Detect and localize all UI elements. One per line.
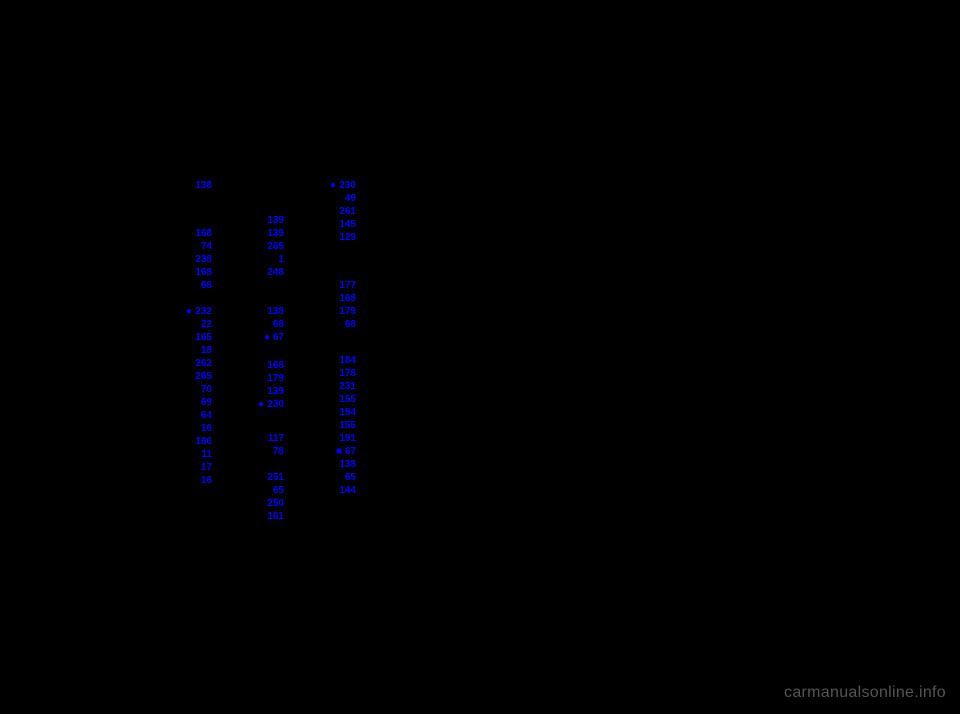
index-entry: 165 [0,332,212,345]
index-entry: 166 [0,436,212,449]
page-number-link[interactable]: 70 [201,384,212,395]
index-entry: 74 [0,241,212,254]
page-number-link[interactable]: 18 [201,345,212,356]
index-entry: 17 [0,462,212,475]
page-number-link[interactable]: 232 [195,306,212,317]
index-entry: 16 [0,423,212,436]
page-number-link[interactable]: 168 [195,267,212,278]
page-number-link[interactable]: 68 [201,280,212,291]
page-number-link[interactable]: 74 [201,241,212,252]
page-number-link[interactable]: 11 [201,449,212,460]
index-column: 1381687423816868232●22165182622657069641… [0,180,852,560]
index-entry: 70 [0,384,212,397]
page-number-link[interactable]: 22 [201,319,212,330]
index-entry: 68 [0,280,212,293]
index-entry: 22 [0,319,212,332]
index-entry: 138 [0,180,212,193]
index-entry: 11 [0,449,212,462]
page-number-link[interactable]: 16 [201,423,212,434]
page-number-link[interactable]: 138 [195,180,212,191]
page-number-link[interactable]: 238 [195,254,212,265]
page-number-link[interactable]: 165 [195,332,212,343]
index-entry: 238 [0,254,212,267]
watermark-text: carmanualsonline.info [784,684,946,702]
page-number-link[interactable]: 265 [195,371,212,382]
index-entry: 262 [0,358,212,371]
index-entry: 69 [0,397,212,410]
index-entry: 168 [0,228,212,241]
page-number-link[interactable]: 262 [195,358,212,369]
page-number-link[interactable]: 64 [201,410,212,421]
index-entry: 232● [0,306,212,319]
page-number-link[interactable]: 69 [201,397,212,408]
index-entry: 16 [0,475,212,488]
page-number-link[interactable]: 16 [201,475,212,486]
index-entry: 265 [0,371,212,384]
page-number-link[interactable]: 17 [201,462,212,473]
round-bullet-icon: ● [186,306,192,317]
page-number-link[interactable]: 168 [195,228,212,239]
index-entry: 168 [0,267,212,280]
index-entry: 18 [0,345,212,358]
index-entry: 64 [0,410,212,423]
page-number-link[interactable]: 166 [195,436,212,447]
